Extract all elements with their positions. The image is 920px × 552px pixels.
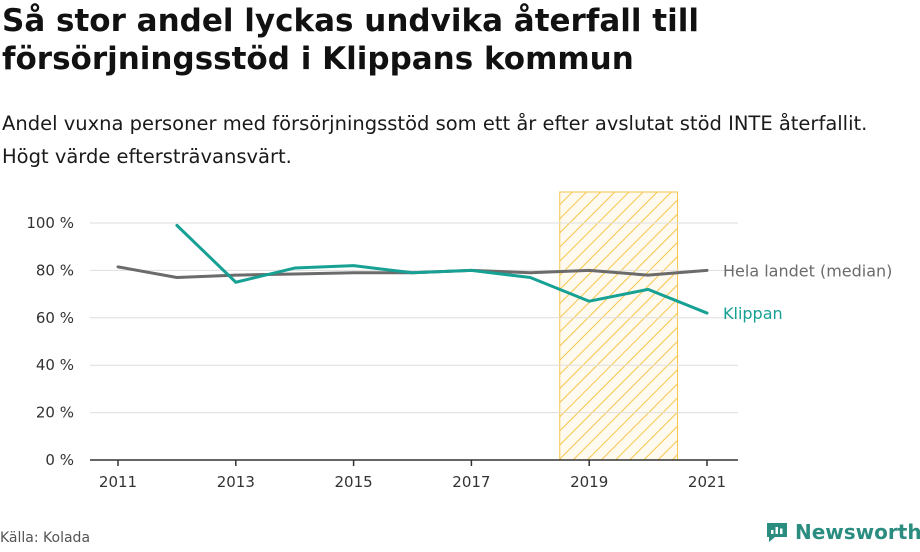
- x-tick-label: 2015: [335, 473, 373, 491]
- x-tick-label: 2011: [99, 473, 137, 491]
- x-tick-label: 2017: [452, 473, 490, 491]
- newsworthy-logo-icon: [767, 523, 787, 542]
- y-tick-label: 20 %: [36, 404, 74, 422]
- y-tick-label: 80 %: [36, 261, 74, 279]
- x-tick-label: 2013: [217, 473, 255, 491]
- x-tick-label: 2019: [570, 473, 608, 491]
- y-tick-label: 0 %: [45, 451, 74, 469]
- x-tick-label: 2021: [688, 473, 726, 491]
- brand-name: Newsworthy: [795, 520, 920, 544]
- series-label-median: Hela landet (median): [723, 261, 892, 280]
- highlight-period: [559, 191, 679, 461]
- series-line-klippan: [175, 223, 709, 315]
- y-tick-label: 100 %: [26, 214, 74, 232]
- series-label-klippan: Klippan: [723, 304, 783, 323]
- chart-title: Så stor andel lyckas undvika återfall ti…: [2, 3, 699, 77]
- brand-logo: Newsworthy: [765, 520, 920, 544]
- chart-subtitle: Andel vuxna personer med försörjningsstö…: [2, 112, 868, 168]
- y-tick-label: 60 %: [36, 309, 74, 327]
- source-note: Källa: Kolada: [0, 530, 91, 546]
- y-tick-label: 40 %: [36, 356, 74, 374]
- line-chart: 0 % 20 % 40 % 60 % 80 % 100 % 2011 2013 2015 2017…: [26, 191, 892, 491]
